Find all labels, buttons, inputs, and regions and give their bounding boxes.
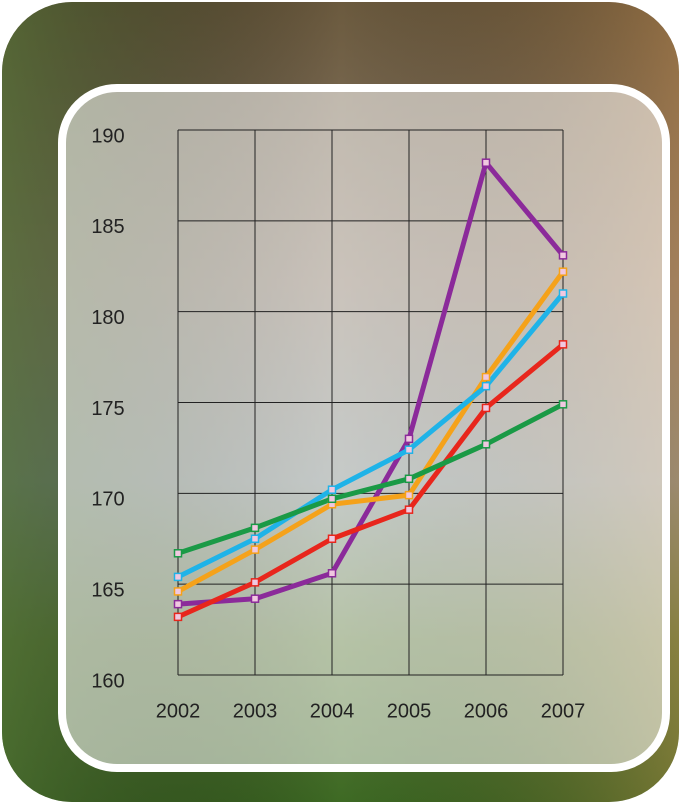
- point-marker: [327, 494, 337, 504]
- point-marker: [481, 403, 491, 413]
- point-marker: [558, 251, 568, 260]
- series-line: [176, 270, 566, 594]
- point-marker: [327, 485, 337, 494]
- series-line: [176, 342, 565, 620]
- y-tick-label: 190: [91, 125, 124, 147]
- point-marker: [558, 400, 568, 409]
- point-marker: [173, 587, 183, 596]
- x-tick-label: 2005: [387, 700, 432, 722]
- point-marker: [173, 599, 183, 609]
- point-marker: [481, 372, 491, 382]
- point-marker: [250, 578, 260, 587]
- point-marker: [481, 381, 491, 391]
- point-marker: [173, 549, 183, 558]
- point-marker: [558, 340, 568, 349]
- point-marker: [327, 534, 337, 543]
- y-tick-label: 185: [91, 216, 124, 238]
- x-tick-label: 2004: [310, 700, 355, 722]
- point-marker: [250, 523, 260, 533]
- panel: [58, 84, 670, 772]
- point-marker: [404, 445, 414, 454]
- x-tick-label: 2002: [156, 700, 201, 722]
- point-marker: [327, 569, 337, 578]
- point-marker: [404, 434, 414, 444]
- y-tick-label: 180: [91, 307, 124, 329]
- series-line: [177, 402, 565, 556]
- point-marker: [404, 490, 414, 500]
- x-tick-label: 2007: [541, 700, 586, 722]
- point-marker: [481, 158, 491, 167]
- point-marker: [404, 505, 414, 514]
- point-marker: [173, 612, 183, 622]
- y-tick-label: 175: [91, 398, 124, 420]
- point-marker: [404, 474, 414, 484]
- point-marker: [173, 572, 183, 582]
- point-marker: [558, 267, 568, 276]
- y-tick-label: 165: [91, 579, 124, 601]
- plot: 160 165 170 175 180 185 190 2002 2003 2004 2005 200…: [91, 125, 585, 722]
- y-tick-label: 160: [91, 670, 124, 692]
- y-tick-label: 170: [91, 489, 124, 511]
- point-marker: [250, 534, 260, 543]
- x-tick-label: 2003: [233, 700, 278, 722]
- point-marker: [481, 440, 491, 449]
- x-tick-label: 2006: [464, 700, 509, 722]
- series-line: [176, 291, 565, 580]
- point-marker: [250, 545, 260, 554]
- series-line: [177, 160, 565, 607]
- point-marker: [250, 594, 260, 603]
- point-marker: [558, 289, 568, 298]
